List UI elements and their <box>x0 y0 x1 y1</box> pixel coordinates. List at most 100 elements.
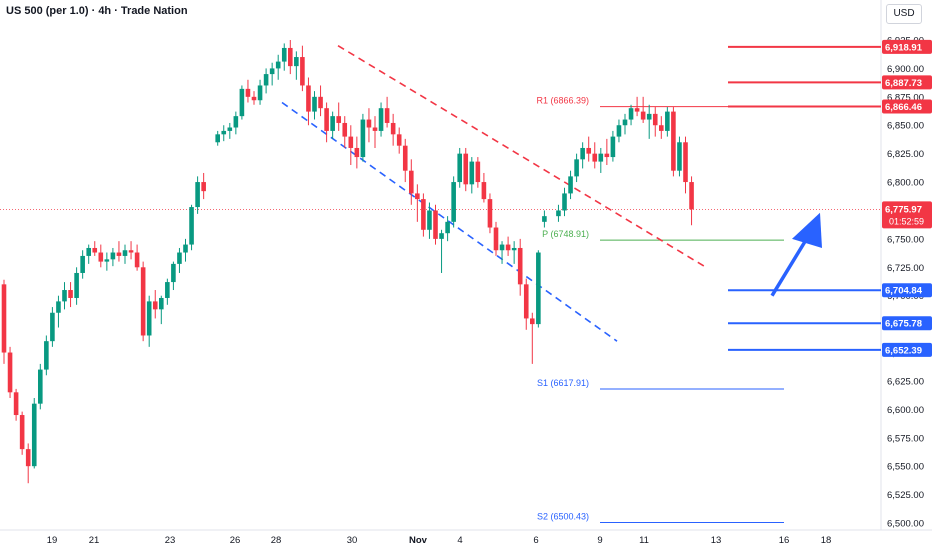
candle <box>7 346 13 398</box>
candle <box>402 138 408 183</box>
candle <box>354 136 360 169</box>
level-tag-label: 6,704.84 <box>885 286 923 297</box>
candle <box>263 68 269 94</box>
candle-body <box>300 57 305 86</box>
candle <box>215 130 220 146</box>
candle-body <box>110 252 116 260</box>
candle-body <box>628 108 634 120</box>
candle-body <box>134 252 140 268</box>
candle-body <box>86 247 91 256</box>
y-tick-label: 6,725.00 <box>887 263 924 274</box>
candle-body <box>640 111 646 120</box>
candle-body <box>677 142 682 171</box>
candle <box>146 295 152 347</box>
candle-body <box>92 247 98 253</box>
candle <box>592 142 598 169</box>
candle-body <box>481 182 487 200</box>
candle <box>580 142 585 169</box>
candle <box>318 85 323 117</box>
candle-body <box>348 136 354 148</box>
candle-body <box>604 153 610 158</box>
candle <box>396 127 402 154</box>
y-tick-label: 6,800.00 <box>887 178 924 189</box>
candle-body <box>116 252 122 256</box>
candle <box>628 104 634 126</box>
candle-body <box>616 125 622 137</box>
candle-body <box>275 61 281 69</box>
x-tick-label: 18 <box>821 535 832 546</box>
candle <box>390 113 396 146</box>
candle-body <box>19 415 25 450</box>
candle <box>659 116 664 139</box>
candle-body <box>562 193 567 211</box>
candle <box>640 96 646 123</box>
candle-body <box>542 216 547 222</box>
candle <box>92 241 98 256</box>
candle-body <box>622 119 628 126</box>
candle-body <box>378 108 384 131</box>
candle-body <box>56 301 61 313</box>
candle-body <box>152 301 158 310</box>
candle <box>177 247 182 273</box>
candle-body <box>610 136 616 158</box>
level-tag-0 <box>882 39 932 54</box>
x-tick-label: 28 <box>271 535 282 546</box>
candle-body <box>281 47 287 62</box>
candle <box>646 104 652 139</box>
candle-body <box>574 159 579 177</box>
candle-body <box>421 199 426 230</box>
level-tag-label: 6,866.46 <box>885 102 922 113</box>
candle-body <box>390 122 396 135</box>
y-tick-label: 6,825.00 <box>887 149 924 160</box>
candle-body <box>505 244 511 251</box>
forecast-arrow-shaft <box>770 235 810 297</box>
candle-body <box>330 116 335 131</box>
x-tick-label: 16 <box>779 535 790 546</box>
candle-body <box>592 153 598 162</box>
candle-body <box>523 284 529 319</box>
candle-body <box>80 255 85 273</box>
level-tag-3 <box>882 283 932 298</box>
candle <box>257 79 263 105</box>
candle <box>487 193 493 234</box>
candle <box>384 96 390 128</box>
candle-body <box>665 111 670 131</box>
candle <box>683 136 688 194</box>
y-tick-label: 6,550.00 <box>887 462 924 473</box>
candle <box>128 241 134 260</box>
candle-body <box>318 96 323 109</box>
candle-body <box>469 161 475 185</box>
x-tick-label: 13 <box>711 535 722 546</box>
candle-body <box>227 127 233 131</box>
candle <box>536 250 541 328</box>
candle-body <box>409 170 414 194</box>
candle <box>25 443 31 484</box>
candle-body <box>7 352 13 393</box>
candle <box>140 261 146 342</box>
candle-body <box>457 153 462 183</box>
candle-body <box>306 85 311 112</box>
y-tick-label: 6,600.00 <box>887 405 924 416</box>
candle-body <box>415 193 420 200</box>
candle-body <box>366 119 372 128</box>
candle-body <box>646 113 652 120</box>
resistance-trendline <box>337 44 707 268</box>
candle-body <box>245 88 251 97</box>
x-tick-label: 21 <box>89 535 100 546</box>
candle <box>68 282 73 308</box>
candle-body <box>439 233 444 239</box>
candle <box>542 210 547 228</box>
candle-body <box>402 145 408 171</box>
level-tag-label: 6,675.78 <box>885 319 922 330</box>
candle <box>86 244 91 264</box>
currency-button[interactable]: USD <box>886 4 922 24</box>
candle <box>98 244 104 268</box>
candle <box>183 238 188 262</box>
candle <box>439 229 444 273</box>
candle-body <box>530 318 535 325</box>
candle <box>50 307 55 347</box>
candle <box>1 279 7 364</box>
candle-body <box>671 111 676 171</box>
